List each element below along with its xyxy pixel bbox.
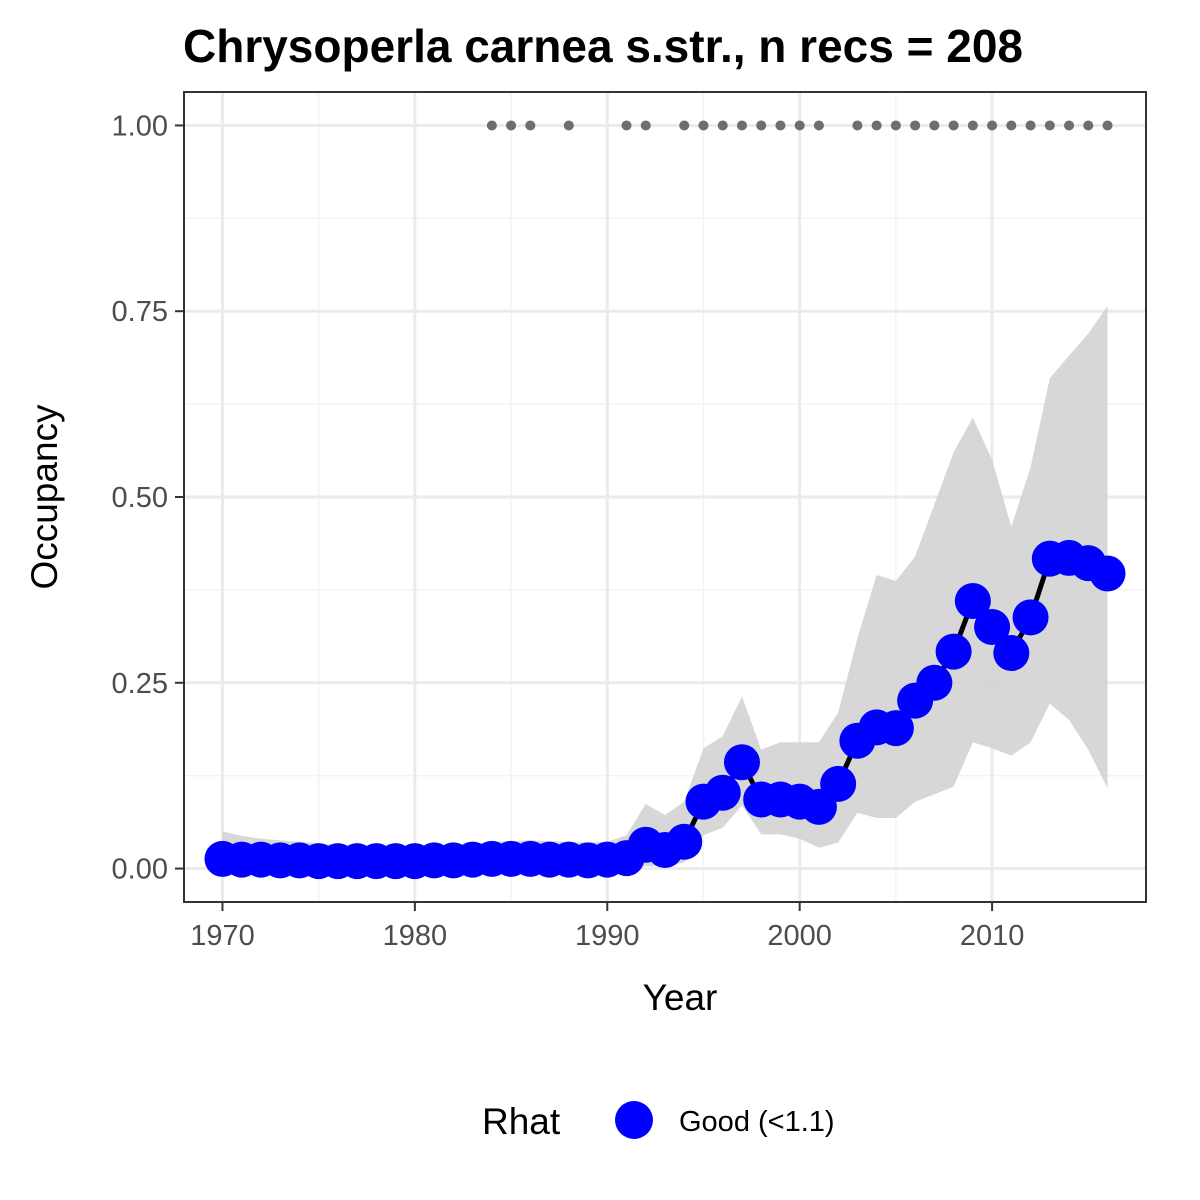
record-year-dot xyxy=(794,120,805,131)
occupancy-points xyxy=(204,539,1126,880)
y-tick-label: 0.00 xyxy=(112,854,168,886)
record-year-dot xyxy=(929,120,940,131)
x-tick-label: 1980 xyxy=(383,920,448,952)
record-year-dot xyxy=(621,120,632,131)
record-year-dot xyxy=(890,120,901,131)
x-axis: 1970 1980 1990 2000 2010 xyxy=(190,902,1024,952)
y-tick-label: 0.50 xyxy=(112,482,168,514)
record-year-dot xyxy=(871,120,882,131)
occupancy-point xyxy=(935,633,972,670)
record-year-dot xyxy=(1006,120,1017,131)
record-year-dot xyxy=(1083,120,1094,131)
legend-label-good: Good (<1.1) xyxy=(679,1106,835,1138)
record-year-dot xyxy=(1044,120,1055,131)
occupancy-point xyxy=(1012,599,1049,636)
legend: Rhat Good (<1.1) xyxy=(482,1101,835,1142)
occupancy-point xyxy=(916,664,953,701)
y-tick-label: 0.75 xyxy=(112,296,168,328)
record-year-dot xyxy=(525,120,536,131)
record-year-dot xyxy=(640,120,651,131)
legend-swatch-good xyxy=(615,1101,653,1139)
y-axis-title: Occupancy xyxy=(24,404,65,590)
record-year-dot xyxy=(486,120,497,131)
x-tick-label: 1970 xyxy=(190,920,255,952)
record-year-markers xyxy=(486,120,1113,131)
x-axis-title: Year xyxy=(643,977,718,1018)
record-year-dot xyxy=(1064,120,1075,131)
record-year-dot xyxy=(967,120,978,131)
x-tick-label: 2010 xyxy=(960,920,1025,952)
occupancy-point xyxy=(954,583,991,620)
occupancy-point xyxy=(877,710,914,747)
record-year-dot xyxy=(679,120,690,131)
record-year-dot xyxy=(698,120,709,131)
y-tick-label: 0.25 xyxy=(112,668,168,700)
occupancy-point xyxy=(820,765,857,802)
chart-title: Chrysoperla carnea s.str., n recs = 208 xyxy=(183,20,1023,72)
legend-title: Rhat xyxy=(482,1101,561,1142)
record-year-dot xyxy=(775,120,786,131)
occupancy-point xyxy=(704,774,741,811)
record-year-dot xyxy=(506,120,517,131)
record-year-dot xyxy=(563,120,574,131)
record-year-dot xyxy=(987,120,998,131)
record-year-dot xyxy=(736,120,747,131)
x-tick-label: 2000 xyxy=(767,920,832,952)
record-year-dot xyxy=(1025,120,1036,131)
record-year-dot xyxy=(756,120,767,131)
occupancy-point xyxy=(666,823,703,860)
record-year-dot xyxy=(852,120,863,131)
record-year-dot xyxy=(1102,120,1113,131)
occupancy-point xyxy=(1089,555,1126,592)
record-year-dot xyxy=(948,120,959,131)
record-year-dot xyxy=(910,120,921,131)
record-year-dot xyxy=(813,120,824,131)
occupancy-point xyxy=(723,744,760,781)
record-year-dot xyxy=(717,120,728,131)
occupancy-point xyxy=(974,609,1011,646)
x-tick-label: 1990 xyxy=(575,920,640,952)
y-axis: 0.00 0.25 0.50 0.75 1.00 xyxy=(112,110,184,886)
occupancy-point xyxy=(993,635,1030,672)
y-tick-label: 1.00 xyxy=(112,110,168,142)
